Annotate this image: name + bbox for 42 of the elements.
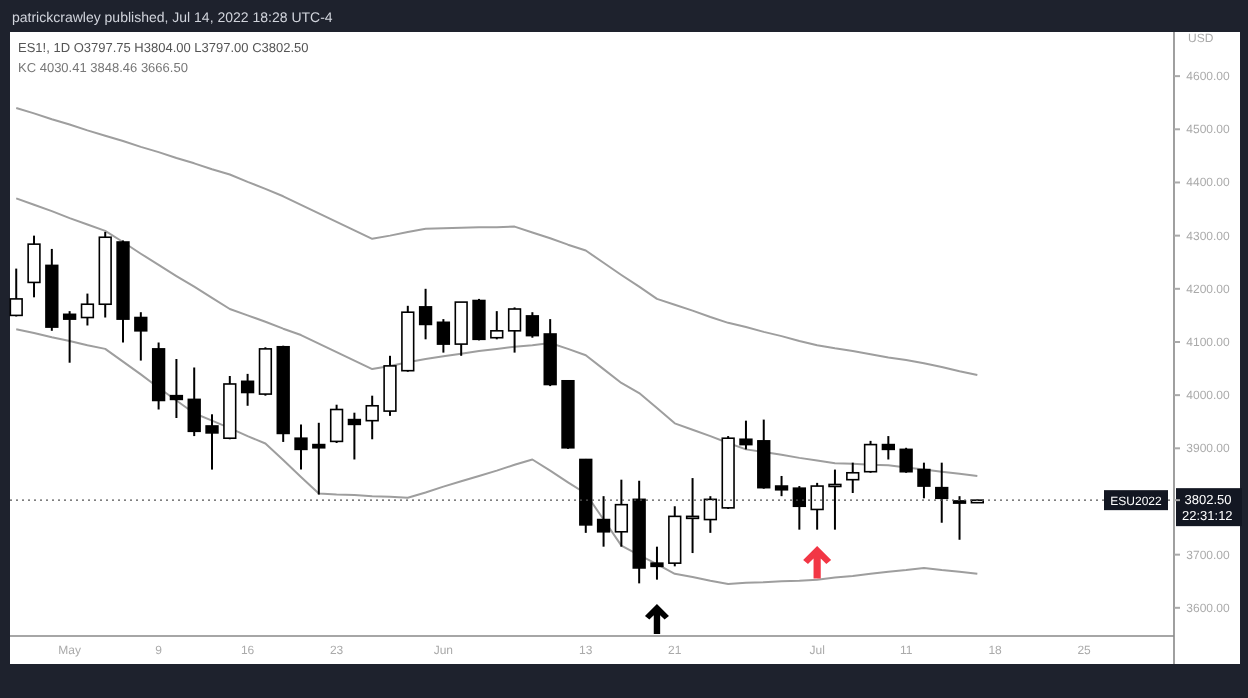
candlestick — [347, 411, 362, 461]
candlestick — [668, 505, 682, 568]
candlestick — [935, 461, 949, 524]
candlestick — [650, 545, 664, 581]
candlestick — [472, 297, 486, 342]
candlestick — [792, 485, 807, 531]
candlestick — [80, 292, 95, 327]
candlestick — [169, 357, 184, 420]
candlestick — [187, 366, 201, 438]
candlestick — [863, 439, 878, 474]
candlestick — [329, 403, 344, 444]
candlestick — [757, 418, 771, 490]
candlestick — [134, 311, 148, 362]
line-series — [15, 328, 979, 585]
candlestick — [436, 318, 451, 354]
candlestick — [614, 478, 629, 548]
candlestick — [917, 461, 931, 500]
candlestick — [418, 287, 433, 341]
candlestick — [294, 423, 308, 471]
candlestick — [525, 311, 540, 339]
candlestick — [507, 306, 522, 354]
candlestick — [739, 419, 753, 451]
candlestick — [846, 461, 860, 494]
candlestick — [27, 234, 41, 299]
candlestick — [258, 346, 273, 397]
candlestick — [205, 413, 219, 471]
candlestick — [454, 301, 468, 357]
candlestick — [365, 394, 379, 441]
candlestick — [952, 495, 967, 541]
candlestick — [810, 481, 824, 531]
candlestick — [596, 495, 611, 548]
candlestick — [383, 354, 397, 417]
candlestick — [899, 446, 913, 474]
candlestick — [490, 310, 504, 341]
candlestick — [312, 421, 326, 496]
line-series — [15, 107, 979, 376]
candlestick — [240, 372, 255, 407]
candlestick — [703, 495, 718, 534]
candlestick — [62, 310, 77, 364]
candlestick — [774, 474, 789, 498]
candlestick — [828, 468, 842, 531]
candlestick — [881, 435, 896, 461]
